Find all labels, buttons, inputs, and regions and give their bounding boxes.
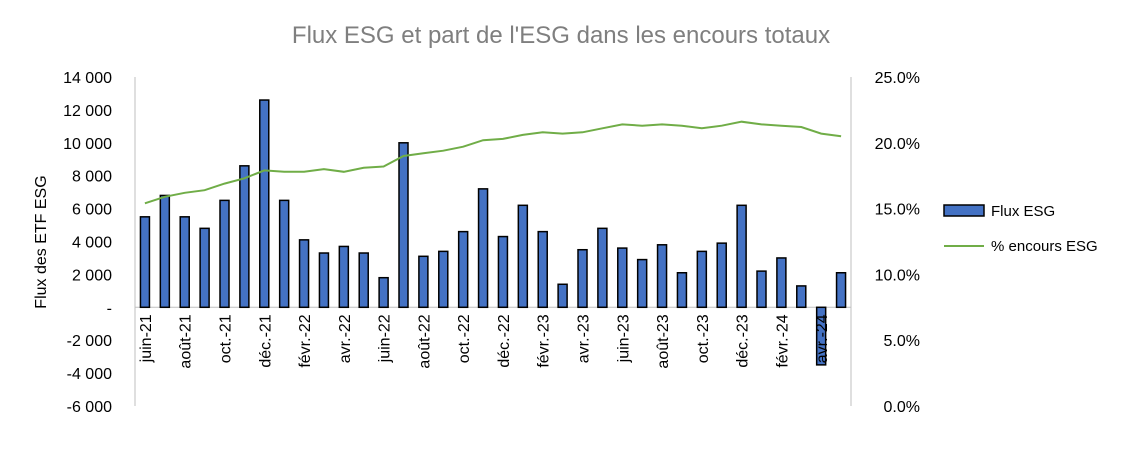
bar-déc.-21 — [259, 99, 270, 309]
bar-oct.-22 — [457, 230, 469, 309]
chart-title: Flux ESG et part de l'ESG dans les encou… — [292, 22, 830, 49]
left-tick-label: 8 000 — [72, 169, 112, 186]
bar-avr.-23 — [577, 248, 588, 309]
legend-label-flux-esg: Flux ESG — [991, 203, 1055, 220]
left-tick-label: -2 000 — [67, 333, 112, 350]
bar-nov.-23 — [716, 242, 727, 309]
bar-avr.-22 — [338, 245, 350, 309]
x-tick-label: août-23 — [655, 314, 672, 368]
bar-mai-23 — [597, 227, 608, 309]
bar-series-flux-esg — [139, 99, 847, 366]
bar-nov.-22 — [477, 188, 489, 309]
left-tick-label: -4 000 — [67, 366, 112, 383]
right-tick-label: 5.0% — [884, 333, 920, 350]
right-tick-label: 20.0% — [875, 136, 920, 153]
bar-juin-23 — [617, 247, 628, 309]
line-series-encours-esg — [144, 120, 842, 205]
bar-janv.-23 — [517, 204, 529, 309]
bar-juil.-21 — [159, 194, 171, 309]
right-y-axis: 25.0% 20.0% 15.0% 10.0% 5.0% 0.0% — [875, 70, 920, 416]
bar-mars-22 — [318, 252, 330, 309]
line-encours-esg — [144, 120, 842, 205]
bar-déc.-22 — [497, 235, 509, 309]
left-tick-label: 12 000 — [63, 103, 112, 120]
x-tick-label: juin-21 — [138, 314, 155, 363]
left-tick-label: 2 000 — [72, 267, 112, 284]
bar-févr.-24 — [776, 257, 787, 309]
bar-sept.-21 — [199, 227, 210, 309]
bar-mai-24 — [835, 272, 847, 309]
right-tick-label: 25.0% — [875, 70, 920, 87]
legend: Flux ESG % encours ESG — [943, 203, 1098, 255]
bar-nov.-21 — [239, 165, 250, 309]
bar-août-21 — [179, 216, 190, 309]
bar-mai-22 — [358, 252, 369, 309]
bar-juil.-22 — [398, 142, 409, 309]
bar-févr.-23 — [537, 230, 548, 309]
x-tick-label: déc.-22 — [496, 314, 513, 367]
left-tick-label: 4 000 — [72, 235, 112, 252]
bar-oct.-23 — [696, 250, 708, 309]
x-tick-label: févr.-22 — [297, 314, 314, 367]
x-tick-label: avr.-24 — [814, 314, 831, 363]
bar-mars-23 — [557, 283, 568, 309]
x-tick-label: oct.-22 — [456, 314, 473, 363]
x-axis: juin-21 août-21 oct.-21 déc.-21 févr.-22 avr.… — [138, 314, 831, 368]
bar-juin-22 — [378, 276, 389, 309]
right-tick-label: 0.0% — [884, 399, 920, 416]
right-tick-label: 10.0% — [875, 267, 920, 284]
x-tick-label: août-22 — [416, 314, 433, 368]
left-tick-label: 14 000 — [63, 70, 112, 87]
x-tick-label: oct.-21 — [218, 314, 235, 363]
bar-juin-21 — [139, 216, 151, 309]
bar-avr.-24 — [815, 306, 827, 366]
left-tick-label: - — [107, 300, 112, 317]
right-tick-label: 15.0% — [875, 202, 920, 219]
legend-swatch-flux-esg — [943, 204, 985, 217]
bar-mars-24 — [796, 285, 807, 309]
left-y-axis: 14 000 12 000 10 000 8 000 6 000 4 000 2 000 - -… — [63, 70, 112, 416]
bar-juil.-23 — [636, 258, 648, 309]
left-tick-label: -6 000 — [67, 399, 112, 416]
x-tick-label: déc.-23 — [735, 314, 752, 367]
y-axis-title: Flux des ETF ESG — [33, 175, 50, 308]
bar-févr.-22 — [298, 239, 310, 309]
x-tick-label: févr.-24 — [774, 314, 791, 367]
x-tick-label: août-21 — [178, 314, 195, 368]
x-tick-label: déc.-21 — [257, 314, 274, 367]
x-tick-label: oct.-23 — [695, 314, 712, 363]
x-tick-label: févr.-23 — [536, 314, 553, 367]
bar-sept.-23 — [676, 272, 688, 309]
left-tick-label: 6 000 — [72, 202, 112, 219]
x-tick-label: juin-22 — [377, 314, 394, 363]
legend-label-encours-esg: % encours ESG — [991, 238, 1098, 255]
x-tick-label: avr.-22 — [337, 314, 354, 363]
bar-janv.-22 — [278, 199, 290, 309]
x-tick-label: avr.-23 — [576, 314, 593, 363]
bar-déc.-23 — [736, 204, 747, 309]
x-tick-label: juin-23 — [615, 314, 632, 363]
bar-oct.-21 — [219, 199, 230, 309]
left-tick-label: 10 000 — [63, 136, 112, 153]
bar-sept.-22 — [438, 250, 449, 309]
bar-août-23 — [656, 244, 668, 309]
plot-area — [134, 77, 852, 406]
bar-janv.-24 — [756, 270, 767, 309]
bar-août-22 — [418, 255, 429, 309]
